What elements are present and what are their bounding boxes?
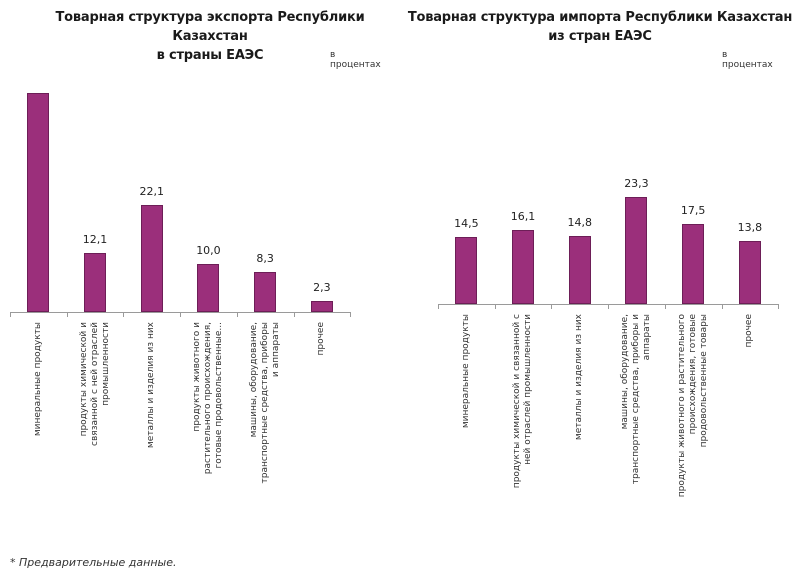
- x-axis-tick: [350, 312, 352, 317]
- bar: [568, 235, 591, 304]
- bar: [140, 204, 163, 312]
- x-axis: [438, 304, 778, 305]
- x-axis-tick: [664, 304, 666, 309]
- category-label: продукты химической и связанной с ней от…: [512, 314, 534, 489]
- x-axis-tick: [293, 312, 295, 317]
- bar: [310, 300, 333, 312]
- chart-title-line: Товарная структура экспорта Республики К…: [55, 10, 365, 44]
- x-axis: [10, 312, 350, 313]
- bar: [682, 223, 705, 304]
- category-label: прочее: [316, 322, 327, 356]
- bar: [254, 271, 277, 312]
- category-label: минеральные продукты: [32, 322, 43, 437]
- value-label: 16,1: [510, 209, 536, 223]
- value-label: 10,0: [196, 243, 221, 257]
- x-axis-tick: [180, 312, 182, 317]
- bar: [27, 92, 50, 312]
- x-axis-tick: [551, 304, 553, 309]
- x-axis-tick: [608, 304, 610, 309]
- category-label: минеральные продукты: [460, 314, 471, 429]
- value-label: 23,3: [624, 176, 649, 190]
- x-axis-tick: [721, 304, 723, 309]
- category-label: металлы и изделия из них: [146, 322, 157, 449]
- category-label: металлы и изделия из них: [574, 314, 585, 441]
- chart-title: Товарная структура импорта Республики Ка…: [405, 8, 795, 46]
- x-axis-tick: [494, 304, 496, 309]
- bar: [512, 229, 535, 304]
- value-label: 14,8: [567, 215, 593, 229]
- bar: [738, 240, 761, 304]
- chart-title-line: Товарная структура импорта Республики Ка…: [407, 10, 793, 25]
- category-label: продукты животного и растительного проис…: [191, 322, 224, 475]
- unit-label: в процентах: [330, 50, 381, 70]
- category-label: продукты химической и связанной с ней от…: [78, 322, 111, 446]
- value-label: 12,1: [82, 233, 108, 247]
- x-axis-tick: [66, 312, 68, 317]
- value-label: 22,1: [139, 184, 165, 198]
- value-label: 17,5: [680, 203, 706, 217]
- bar: [197, 263, 220, 312]
- category-label: машины, оборудование, транспортные средс…: [248, 322, 281, 484]
- x-axis-tick: [123, 312, 125, 317]
- bar: [625, 196, 648, 304]
- value-label: 8,3: [256, 251, 274, 265]
- chart-title-line: из стран ЕАЭС: [548, 29, 652, 44]
- category-label: продукты животного и растительного проис…: [676, 314, 709, 498]
- chart-title-line: в страны ЕАЭС: [156, 48, 264, 63]
- value-label: 2,3: [313, 280, 331, 294]
- value-label: 13,8: [737, 220, 763, 234]
- category-label: прочее: [744, 314, 755, 348]
- x-axis-tick: [438, 304, 439, 309]
- x-axis-tick: [236, 312, 238, 317]
- footnote: * Предварительные данные.: [10, 556, 177, 569]
- chart-title: Товарная структура экспорта Республики К…: [20, 8, 400, 65]
- x-axis-tick: [10, 312, 11, 317]
- value-label: 14,5: [454, 217, 479, 231]
- bar: [84, 253, 107, 312]
- unit-label: в процентах: [722, 50, 773, 70]
- category-label: машины, оборудование, транспортные средс…: [619, 314, 652, 485]
- x-axis-tick: [778, 304, 780, 309]
- bar: [455, 237, 478, 304]
